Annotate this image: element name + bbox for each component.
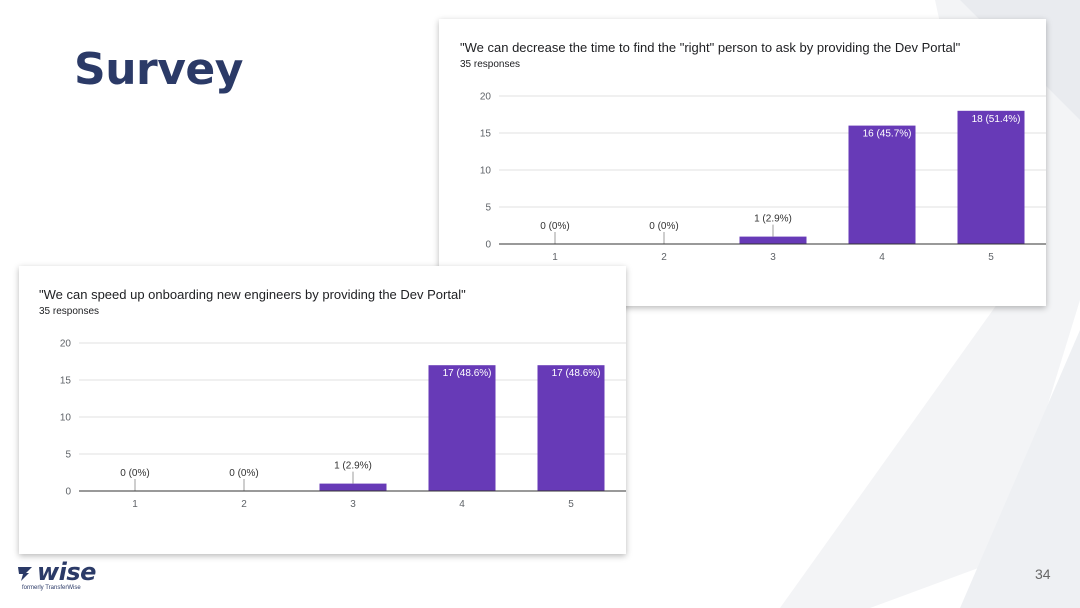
data-label: 1 (2.9%) [754,214,792,225]
x-tick-label: 2 [241,499,247,510]
x-tick-label: 3 [350,499,356,510]
y-tick-label: 0 [485,240,491,251]
bar-4 [848,125,916,244]
wise-flag-icon [16,564,34,587]
logo-tagline: formerly TransferWise [22,585,81,592]
x-tick-label: 2 [661,252,667,263]
data-label: 1 (2.9%) [334,461,372,472]
bar-chart: 0 5 10 15 20 0 (0%) 1 0 (0%) 2 1 (2.9%) 3 16 (45.7%… [480,92,1046,263]
x-tick-label: 4 [459,499,465,510]
bar-4 [428,365,496,491]
x-tick-label: 1 [132,499,138,510]
data-label: 17 (48.6%) [443,368,492,379]
bar-chart: 0 5 10 15 20 0 (0%) 1 0 (0%) 2 1 (2.9%) 3 17 (48.6%… [60,339,626,510]
y-tick-label: 0 [65,487,71,498]
chart-subtitle: 35 responses [39,306,100,317]
bar-3 [319,483,387,491]
chart-title: "We can speed up onboarding new engineer… [39,287,466,302]
chart-card-speed-up-onboarding: "We can speed up onboarding new engineer… [19,266,626,554]
bar-5 [957,110,1025,244]
x-tick-label: 5 [568,499,574,510]
logo-wordmark: wise [37,558,96,586]
x-tick-label: 1 [552,252,558,263]
y-tick-label: 15 [480,129,492,140]
y-tick-label: 15 [60,376,72,387]
wise-logo: wise formerly TransferWise [16,558,96,591]
y-tick-label: 5 [485,203,491,214]
data-label: 17 (48.6%) [552,368,601,379]
bar-5 [537,365,605,491]
y-tick-label: 10 [60,413,72,424]
data-label: 0 (0%) [120,468,149,479]
y-tick-label: 5 [65,450,71,461]
y-tick-label: 20 [480,92,492,103]
x-tick-label: 4 [879,252,885,263]
data-label: 0 (0%) [229,468,258,479]
bar-3 [739,236,807,244]
x-tick-label: 3 [770,252,776,263]
data-label: 0 (0%) [649,221,678,232]
page-number: 34 [1035,566,1051,582]
page-title: Survey [74,44,243,95]
y-tick-label: 10 [480,166,492,177]
data-label: 16 (45.7%) [863,129,912,140]
data-label: 18 (51.4%) [972,114,1021,125]
y-tick-label: 20 [60,339,72,350]
data-label: 0 (0%) [540,221,569,232]
x-tick-label: 5 [988,252,994,263]
chart-subtitle: 35 responses [460,59,521,70]
chart-title: "We can decrease the time to find the "r… [460,40,961,55]
chart-card-time-to-find-person: "We can decrease the time to find the "r… [439,19,1046,306]
